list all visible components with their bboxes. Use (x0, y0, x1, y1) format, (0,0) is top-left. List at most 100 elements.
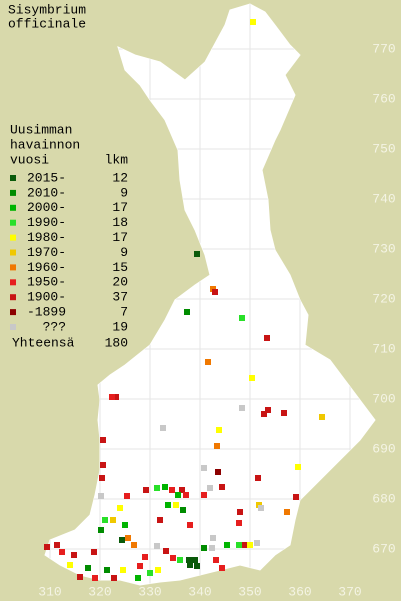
observation (187, 562, 193, 568)
observation (170, 555, 176, 561)
observation (142, 554, 148, 560)
legend-heading: Uusimman (10, 122, 72, 137)
observation (71, 552, 77, 558)
observation (224, 542, 230, 548)
observation (194, 563, 200, 569)
observation (44, 544, 50, 550)
title: Sisymbrium (8, 2, 86, 17)
observation (215, 469, 221, 475)
y-tick-label: 760 (372, 91, 395, 106)
observation (236, 542, 242, 548)
y-tick-label: 740 (372, 191, 395, 206)
observation (186, 557, 192, 563)
observation (284, 509, 290, 515)
y-tick-label: 690 (372, 441, 395, 456)
observation (258, 505, 264, 511)
observation (124, 493, 130, 499)
observation (194, 251, 200, 257)
legend-swatch (10, 204, 16, 211)
legend-label: 1980- (27, 230, 66, 245)
x-tick-label: 360 (288, 584, 311, 599)
observation (100, 437, 106, 443)
ticks: 310 320 330 340 350 360 3706706806907007107207… (38, 41, 395, 599)
observation (216, 427, 222, 433)
legend-count: 18 (112, 215, 128, 230)
observation (293, 494, 299, 500)
legend-count: 19 (112, 319, 128, 334)
observation (92, 575, 98, 581)
legend-swatch (10, 309, 16, 316)
legend-swatch (10, 264, 16, 271)
observation (184, 309, 190, 315)
legend-swatch (10, 249, 16, 256)
observation (249, 375, 255, 381)
x-tick-label: 310 (38, 584, 61, 599)
observation (207, 485, 213, 491)
y-tick-label: 710 (372, 341, 395, 356)
observation (210, 535, 216, 541)
total-label: Yhteensä (12, 335, 75, 350)
observation (98, 527, 104, 533)
observation (281, 410, 287, 416)
observation (201, 545, 207, 551)
observation (247, 542, 253, 548)
legend-label: 2000- (27, 200, 66, 215)
legend-count-heading: lkm (105, 152, 129, 167)
observation (99, 475, 105, 481)
observation (98, 493, 104, 499)
y-tick-label: 700 (372, 391, 395, 406)
observation (237, 509, 243, 515)
observation (85, 565, 91, 571)
observation (254, 540, 260, 546)
legend-heading: havainnon (10, 137, 80, 152)
y-tick-label: 750 (372, 141, 395, 156)
observation (54, 542, 60, 548)
observation (110, 517, 116, 523)
observation (236, 520, 242, 526)
legend-count: 7 (120, 305, 128, 320)
observation (264, 335, 270, 341)
legend-label: 1960- (27, 260, 66, 275)
x-tick-label: 370 (338, 584, 361, 599)
observation (239, 405, 245, 411)
observation (117, 505, 123, 511)
observation (154, 543, 160, 549)
legend-count: 9 (120, 245, 128, 260)
observation (143, 487, 149, 493)
observation (122, 522, 128, 528)
observation (100, 462, 106, 468)
observation (162, 484, 168, 490)
observation (319, 414, 325, 420)
title: officinale (8, 16, 86, 31)
observation (212, 289, 218, 295)
legend-label: 1950- (27, 275, 66, 290)
legend-swatch (10, 324, 16, 330)
observation (175, 492, 181, 498)
legend-label: -1899 (27, 305, 66, 320)
observations (44, 19, 325, 581)
legend-label: 2010- (27, 185, 66, 200)
observation (213, 557, 219, 563)
observation (169, 487, 175, 493)
observation (180, 507, 186, 513)
observation (183, 492, 189, 498)
observation (201, 492, 207, 498)
legend-swatch (10, 219, 16, 226)
legend-swatch (10, 189, 16, 196)
observation (261, 411, 267, 417)
y-tick-label: 680 (372, 491, 395, 506)
legend-count: 17 (112, 200, 128, 215)
legend-count: 17 (112, 230, 128, 245)
legend-label: 1970- (27, 245, 66, 260)
observation (120, 567, 126, 573)
observation (102, 517, 108, 523)
observation (137, 563, 143, 569)
legend-label: ??? (43, 319, 66, 334)
observation (155, 567, 161, 573)
legend-swatch (10, 294, 16, 301)
legend-swatch (10, 279, 16, 286)
legend-count: 37 (112, 290, 128, 305)
legend-count: 9 (120, 185, 128, 200)
